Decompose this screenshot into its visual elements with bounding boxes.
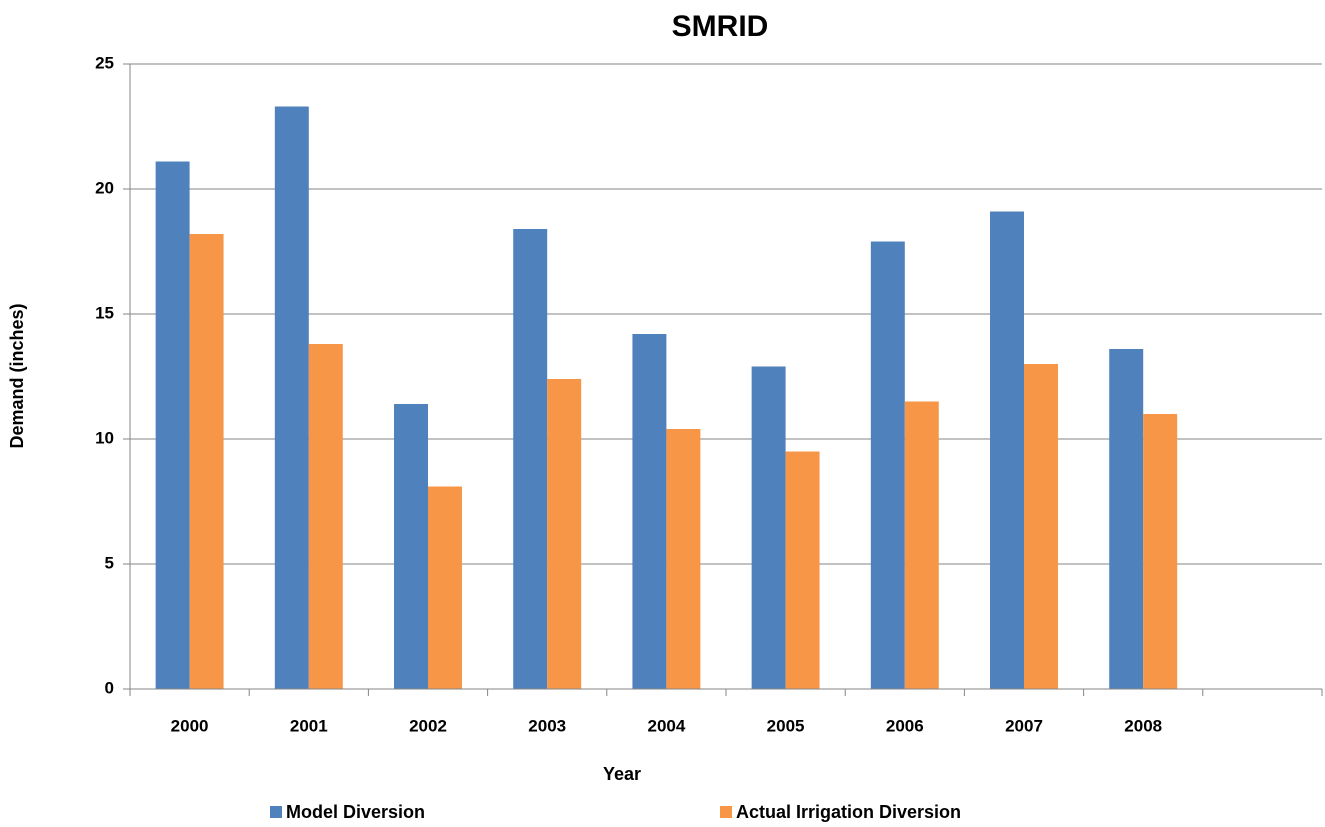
bar — [1143, 414, 1178, 689]
bar — [990, 211, 1024, 689]
bar — [155, 161, 190, 689]
bar — [428, 486, 462, 689]
bar — [751, 366, 786, 689]
y-tick-label: 10 — [95, 428, 114, 447]
bar — [513, 229, 548, 689]
bar — [547, 379, 582, 689]
x-tick-label: 2008 — [1124, 716, 1162, 735]
x-tick-label: 2006 — [886, 716, 924, 735]
x-tick-label: 2004 — [647, 716, 685, 735]
bar — [870, 241, 905, 689]
bar — [274, 106, 309, 689]
bar — [904, 401, 939, 689]
bar — [394, 404, 428, 689]
legend-label: Actual Irrigation Diversion — [736, 802, 961, 822]
x-tick-label: 2007 — [1005, 716, 1043, 735]
x-tick-label: 2003 — [528, 716, 566, 735]
bar — [1109, 349, 1144, 689]
x-axis-title: Year — [603, 764, 641, 784]
bar — [189, 234, 224, 689]
legend-swatch — [720, 806, 732, 818]
x-tick-label: 2001 — [290, 716, 328, 735]
x-tick-label: 2002 — [409, 716, 447, 735]
bar — [785, 451, 820, 689]
bar — [632, 334, 667, 689]
y-tick-label: 0 — [105, 678, 114, 697]
legend-label: Model Diversion — [286, 802, 425, 822]
bar — [1024, 364, 1058, 689]
x-tick-label: 2005 — [767, 716, 805, 735]
y-tick-label: 5 — [105, 553, 114, 572]
bar — [308, 344, 343, 689]
y-tick-label: 20 — [95, 178, 114, 197]
y-tick-label: 15 — [95, 303, 114, 322]
y-tick-label: 25 — [95, 53, 114, 72]
x-tick-label: 2000 — [171, 716, 209, 735]
y-axis-title: Demand (inches) — [7, 303, 27, 448]
bar — [666, 429, 701, 689]
chart-title: SMRID — [672, 10, 769, 43]
legend-swatch — [270, 806, 282, 818]
